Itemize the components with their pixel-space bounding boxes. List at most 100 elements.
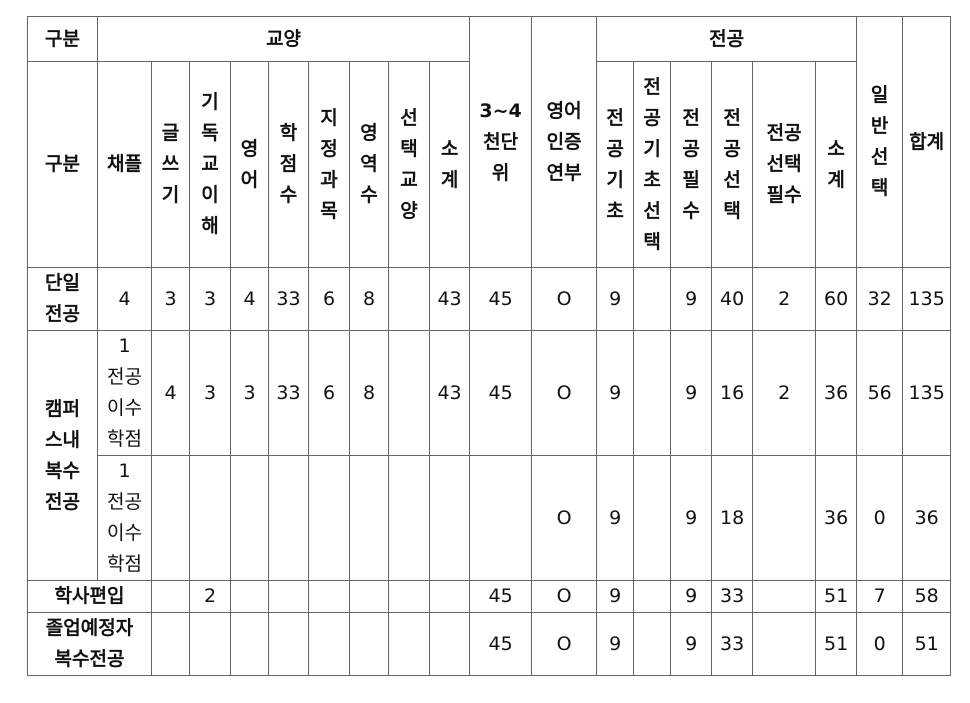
cell: 2 [752, 267, 817, 331]
cell: 6 [308, 267, 350, 331]
cell [752, 580, 817, 613]
cell [428, 455, 471, 581]
cell: 9 [596, 330, 635, 456]
cell: 8 [349, 330, 389, 456]
cell: 16 [711, 330, 754, 456]
cell: 9 [670, 580, 713, 613]
cell [388, 330, 430, 456]
row-label-graduate-double-major: 졸업예정자 복수전공 [27, 612, 152, 676]
cell: 51 [902, 612, 952, 676]
cell [308, 455, 350, 581]
cell: O [531, 330, 598, 456]
table-row: 캠퍼 스내 복수 전공 1 전공 이수 학점 4 3 3 33 6 8 43 45 O 9 … [27, 330, 952, 581]
row-sublabel-first-major-credits: 1 전공 이수 학점 [97, 330, 152, 456]
cell [349, 612, 389, 676]
cell: 60 [815, 267, 858, 331]
subheader-category: 구분 [27, 61, 98, 268]
cell: 45 [469, 580, 533, 613]
cell [633, 612, 672, 676]
header-majors: 전공 [596, 16, 858, 62]
cell [308, 580, 350, 613]
row-label-transfer: 학사편입 [27, 580, 152, 613]
header-category: 구분 [27, 16, 98, 62]
cell: 9 [670, 267, 713, 331]
cell: 0 [856, 612, 904, 676]
cell [151, 612, 190, 676]
cell: 9 [670, 330, 713, 456]
cell: 2 [752, 330, 817, 456]
header-total: 합계 [902, 16, 952, 268]
cell: 33 [711, 580, 754, 613]
table-row: 1 전공 이수 학점 O 9 9 18 36 0 36 [28, 455, 952, 581]
table-row: 학사편입 2 45 O 9 9 33 51 7 58 [27, 580, 952, 613]
cell: 33 [268, 330, 309, 456]
cell [349, 580, 389, 613]
cell: 43 [428, 267, 471, 331]
cell [388, 612, 430, 676]
row-sublabel-first-major-credits-2: 1 전공 이수 학점 [97, 455, 152, 581]
cell: 9 [596, 580, 635, 613]
cell: 51 [815, 612, 858, 676]
cell [633, 267, 672, 331]
cell: 56 [856, 330, 904, 456]
cell: 4 [97, 267, 152, 331]
cell: 40 [711, 267, 754, 331]
cell: 4 [230, 267, 269, 331]
cell: 32 [856, 267, 904, 331]
cell [268, 455, 309, 581]
cell: 3 [189, 267, 231, 331]
subheader-major-elective-required: 전공 선택 필수 [752, 61, 817, 268]
cell [230, 612, 269, 676]
cell [752, 455, 817, 581]
table-row: 졸업예정자 복수전공 45 O 9 9 33 51 0 51 [27, 612, 952, 676]
cell: 8 [349, 267, 389, 331]
cell [189, 612, 231, 676]
cell [633, 580, 672, 613]
cell [230, 455, 269, 581]
cell: 9 [596, 455, 635, 581]
header-english-cert: 영어 인증 연부 [531, 16, 598, 268]
cell [230, 580, 269, 613]
header-liberal-arts: 교양 [96, 16, 471, 62]
cell: 3 [189, 330, 231, 456]
cell [308, 612, 350, 676]
table-row: 단일 전공 4 3 3 4 33 6 8 43 45 O 9 9 40 2 60 … [27, 267, 952, 331]
cell: 3 [151, 267, 190, 331]
cell: O [531, 612, 598, 676]
cell [469, 455, 533, 581]
cell: 9 [670, 612, 713, 676]
cell: 9 [670, 455, 713, 581]
subheader-chapel: 채플 [97, 61, 152, 268]
cell: 7 [856, 580, 904, 613]
cell [428, 612, 471, 676]
cell: 18 [711, 455, 754, 581]
cell [268, 580, 309, 613]
header-3-4k-units: 3~4 천단 위 [469, 16, 533, 268]
cell: 135 [902, 330, 952, 456]
cell [151, 580, 190, 613]
cell [633, 455, 672, 581]
cell [151, 455, 190, 581]
cell: 45 [469, 330, 533, 456]
row-label-campus-double-major: 캠퍼 스내 복수 전공 [27, 330, 98, 581]
cell [388, 455, 430, 581]
cell: 43 [428, 330, 471, 456]
cell [388, 580, 430, 613]
cell: 33 [268, 267, 309, 331]
cell: 9 [596, 612, 635, 676]
cell: 51 [815, 580, 858, 613]
cell: 135 [902, 267, 952, 331]
cell: 45 [469, 612, 533, 676]
